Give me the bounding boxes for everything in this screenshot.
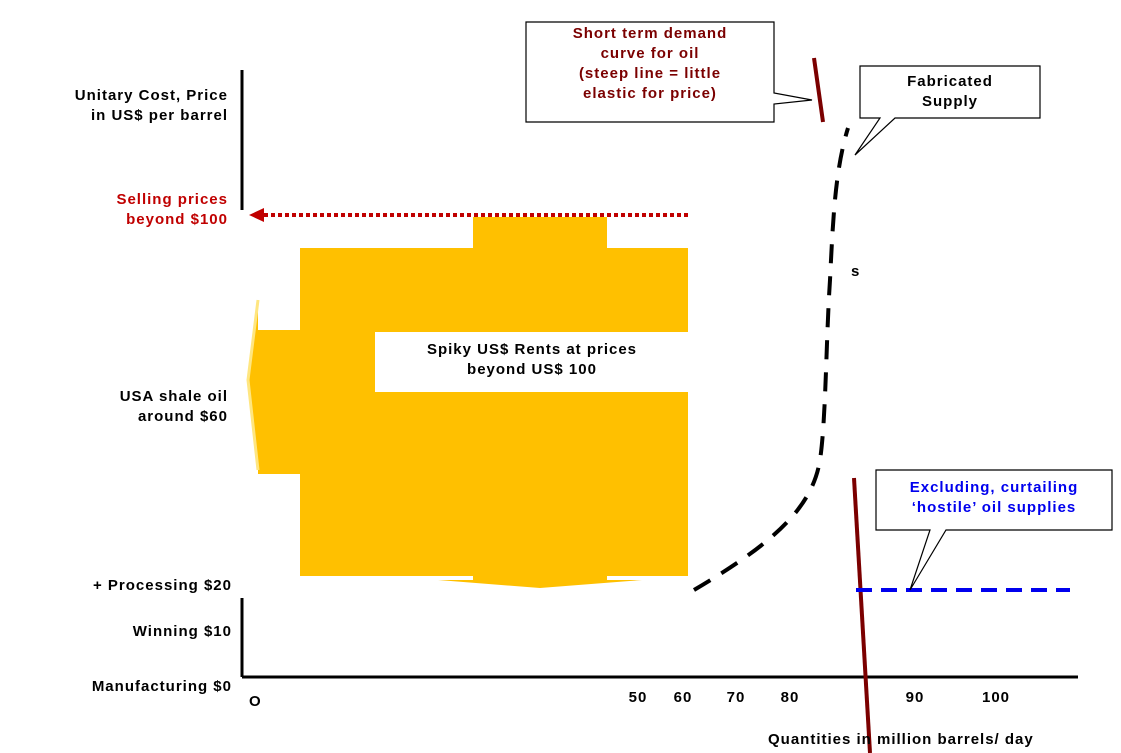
rents-block	[248, 217, 688, 588]
demand-curve-upper	[812, 57, 825, 123]
selling-price-arrowhead	[249, 208, 264, 222]
rents-callout-text: Spiky US$ Rents at prices beyond US$ 100	[376, 340, 688, 380]
shale-oil-label: USA shale oil around $60	[0, 387, 228, 427]
excluding-callout-line2: ‘hostile’ oil supplies	[911, 499, 1077, 516]
x-tick-80: 80	[780, 689, 800, 706]
supply-callout-box	[854, 65, 1041, 156]
demand-callout-line3: (steep line = little	[578, 65, 722, 82]
x-tick-90: 90	[905, 689, 925, 706]
demand-curve-lower	[852, 477, 872, 753]
supply-callout-line2: Supply	[921, 93, 978, 110]
truncated-text-fragment: s	[851, 263, 861, 280]
demand-callout-line2: curve for oil	[600, 45, 700, 62]
selling-prices-line2: beyond $100	[126, 211, 228, 228]
rents-label-box	[375, 332, 688, 392]
rents-callout-line1: Spiky US$ Rents at prices	[426, 341, 638, 358]
x-tick-60: 60	[673, 689, 693, 706]
supply-callout-line1: Fabricated	[907, 73, 993, 90]
rents-left-arrow-outline	[246, 299, 260, 471]
x-tick-100: 100	[981, 689, 1011, 706]
x-origin-label: O	[249, 693, 262, 710]
y-axis-title-line2: in US$ per barrel	[90, 107, 228, 124]
supply-curve	[692, 127, 850, 592]
demand-callout-line1: Short term demand	[572, 25, 728, 42]
demand-callout-text: Short term demand curve for oil (steep l…	[526, 24, 774, 104]
rents-callout-line2: beyond US$ 100	[467, 361, 597, 378]
processing-label: + Processing $20	[93, 577, 232, 594]
demand-callout-box	[525, 21, 813, 123]
x-tick-70: 70	[726, 689, 746, 706]
x-axis-title: Quantities in million barrels/ day	[768, 731, 1034, 748]
shale-oil-line1: USA shale oil	[119, 388, 228, 405]
selling-prices-line1: Selling prices	[116, 191, 228, 208]
winning-label: Winning $10	[132, 623, 232, 640]
excluding-callout-line1: Excluding, curtailing	[909, 479, 1079, 496]
excluding-callout-text: Excluding, curtailing ‘hostile’ oil supp…	[876, 478, 1112, 518]
supply-callout-text: Fabricated Supply	[860, 72, 1040, 112]
demand-callout-line4: elastic for price)	[583, 85, 717, 102]
shale-oil-line2: around $60	[137, 408, 228, 425]
x-tick-50: 50	[628, 689, 648, 706]
y-axis-title: Unitary Cost, Price in US$ per barrel	[0, 86, 228, 126]
y-axis-title-line1: Unitary Cost, Price	[74, 87, 228, 104]
excluding-callout-box	[875, 469, 1113, 591]
selling-prices-label: Selling prices beyond $100	[0, 190, 228, 230]
manufacturing-label: Manufacturing $0	[91, 678, 232, 695]
